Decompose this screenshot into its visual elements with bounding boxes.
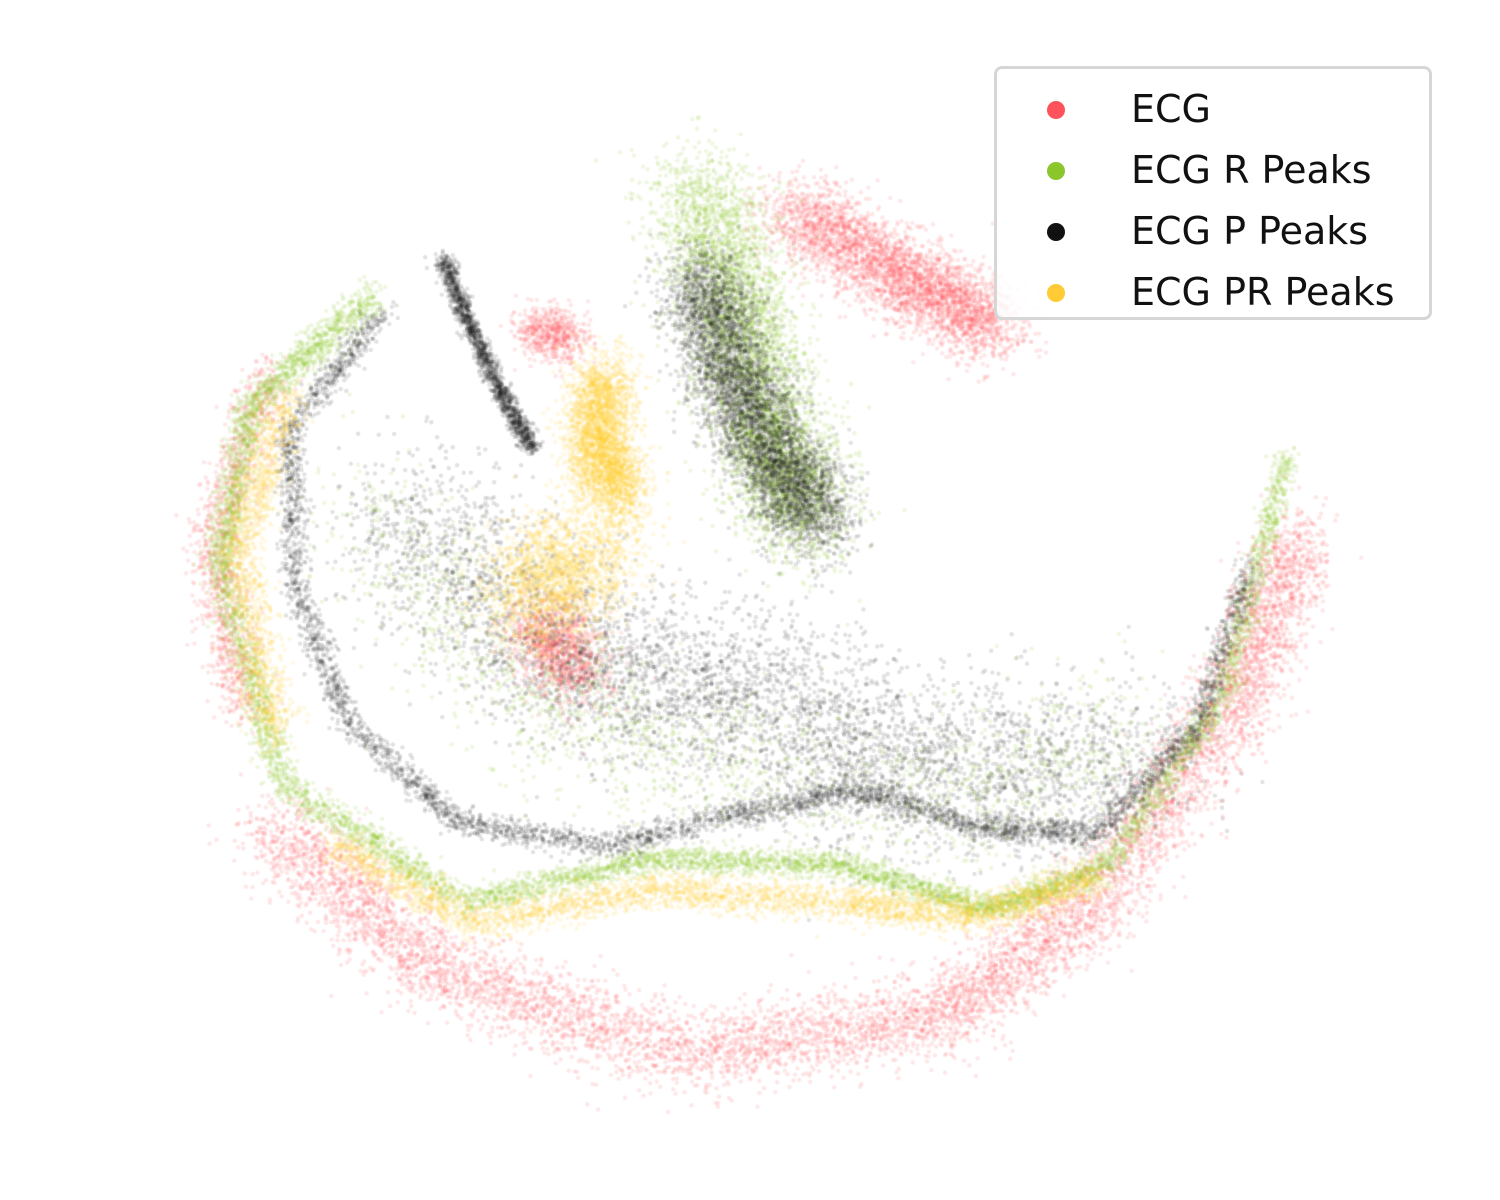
legend-label-ecg-r-peaks: ECG R Peaks (1131, 148, 1372, 192)
legend-marker-ecg-p-peaks (1047, 223, 1065, 241)
legend-entry-ecg-pr-peaks: ECG PR Peaks (997, 260, 1429, 321)
legend-label-ecg-pr-peaks: ECG PR Peaks (1131, 270, 1395, 314)
legend-entry-ecg-r-peaks: ECG R Peaks (997, 138, 1429, 199)
legend-marker-ecg-r-peaks (1047, 162, 1065, 180)
legend-label-ecg: ECG (1131, 87, 1211, 131)
legend-marker-ecg-pr-peaks (1047, 284, 1065, 302)
legend-label-ecg-p-peaks: ECG P Peaks (1131, 209, 1369, 253)
legend-entry-ecg-p-peaks: ECG P Peaks (997, 199, 1429, 260)
legend-marker-ecg (1047, 101, 1065, 119)
legend-entry-ecg: ECG (997, 77, 1429, 138)
legend: ECG ECG R Peaks ECG P Peaks ECG PR Peaks (994, 66, 1432, 320)
